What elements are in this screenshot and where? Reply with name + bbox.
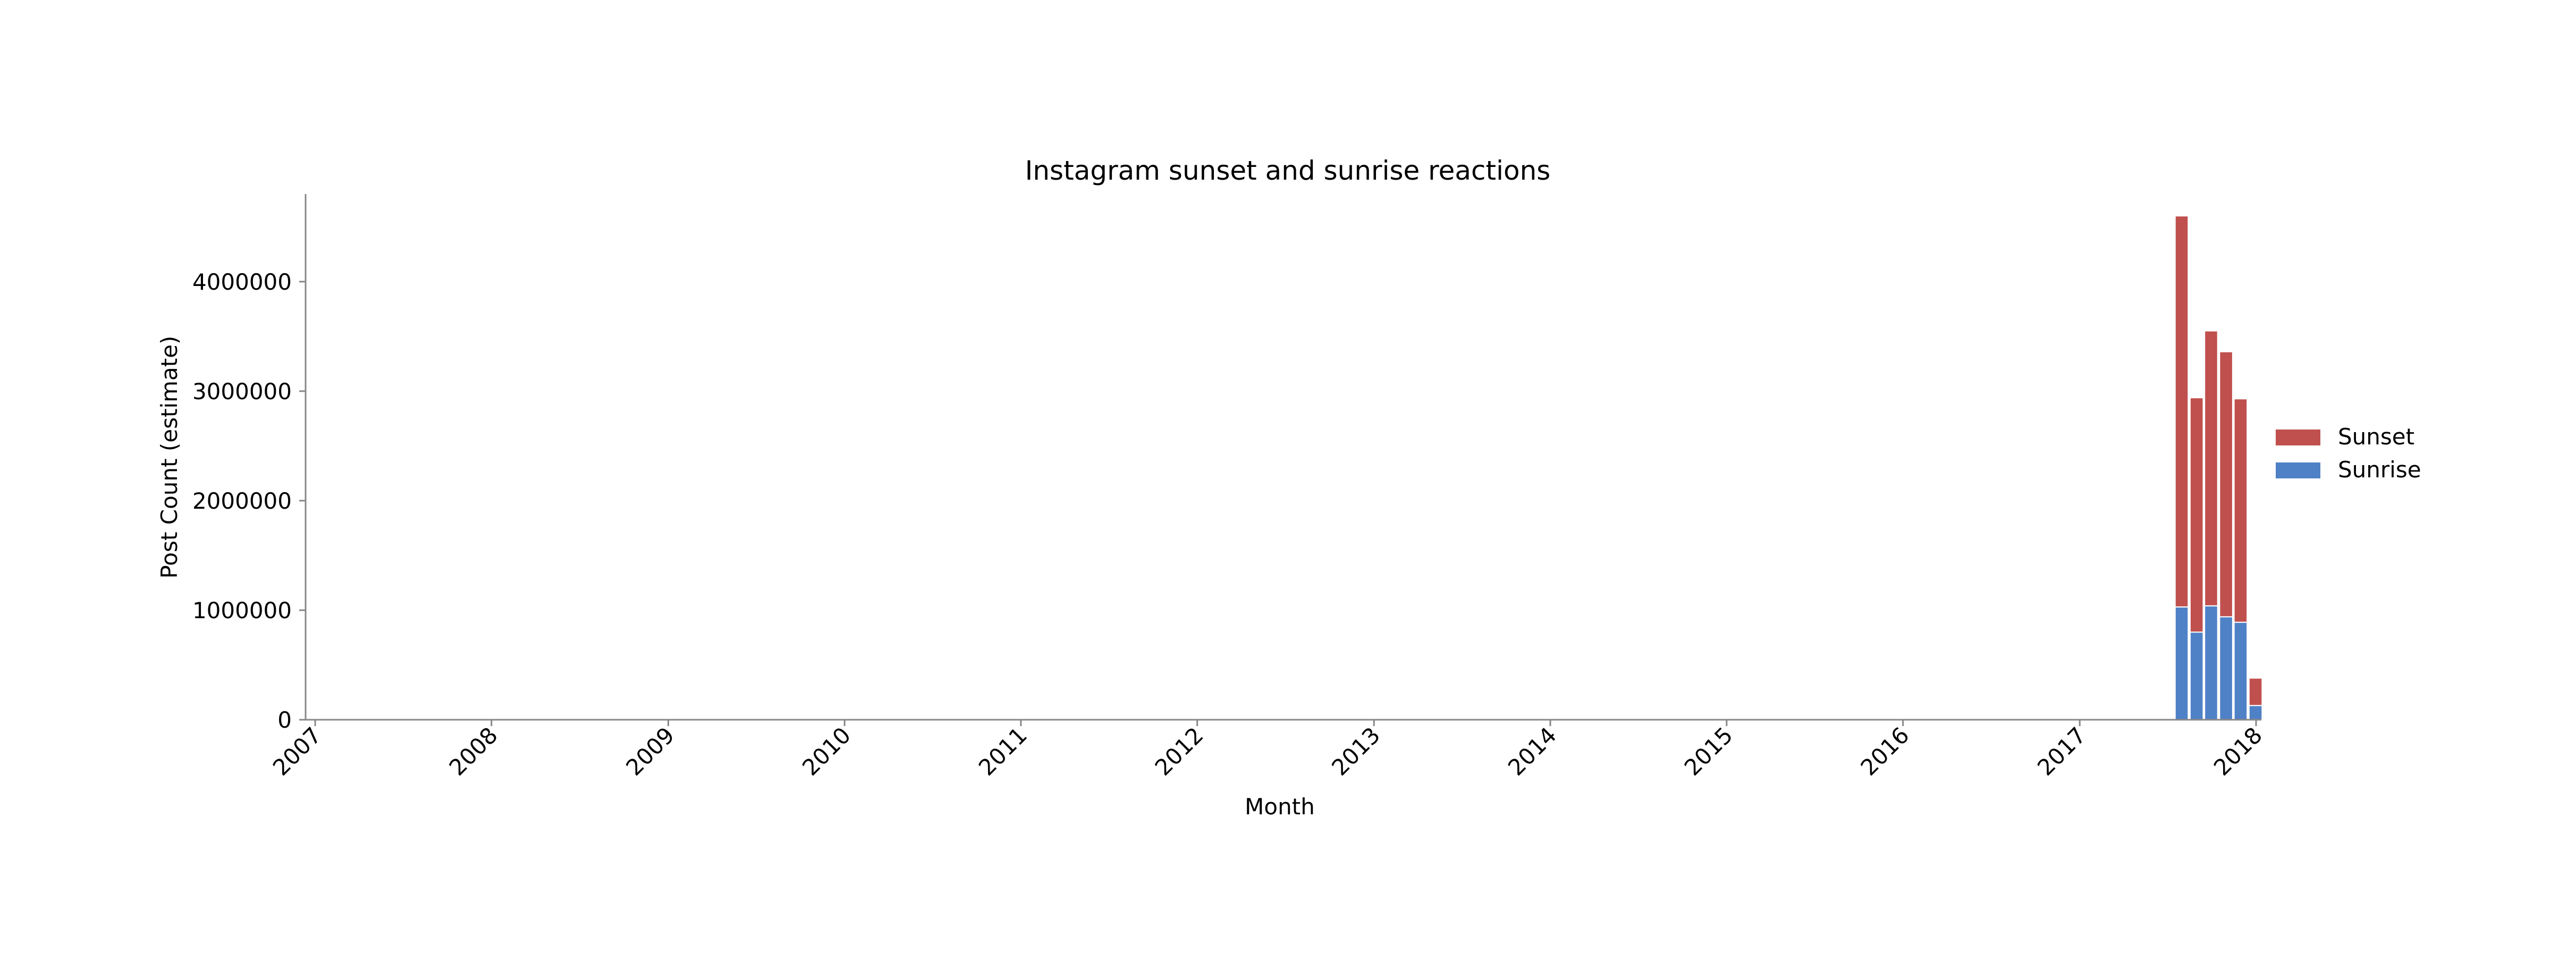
x-tick-label: 2018 [2209, 722, 2267, 780]
legend-swatch-sunset [2276, 429, 2320, 445]
y-tick-label: 1000000 [192, 597, 292, 624]
y-axis-title: Post Count (estimate) [156, 336, 182, 579]
x-axis-title: Month [1245, 794, 1315, 820]
legend-label-sunrise: Sunrise [2338, 457, 2421, 483]
x-tick-label: 2013 [1327, 722, 1385, 780]
x-tick-label: 2010 [797, 722, 856, 780]
bar-sunrise [2189, 631, 2204, 720]
legend: Sunset Sunrise [2276, 424, 2421, 483]
x-tick-label: 2012 [1150, 722, 1209, 780]
bar-sunset [2174, 215, 2189, 608]
bar-sunset [2204, 330, 2218, 607]
legend-swatch-sunrise [2276, 462, 2320, 478]
bar-sunrise [2248, 705, 2263, 721]
y-tick-label: 2000000 [192, 488, 292, 514]
bar-sunset [2189, 397, 2204, 633]
chart-title: Instagram sunset and sunrise reactions [1025, 155, 1551, 186]
bar-sunset [2233, 398, 2248, 623]
bar-sunset [2248, 677, 2263, 706]
y-ticks: 0 1000000 2000000 3000000 4000000 [192, 269, 306, 733]
bar-sunrise [2233, 621, 2248, 721]
bar-sunset [2219, 351, 2233, 618]
x-tick-label: 2015 [1679, 722, 1738, 780]
x-ticks: 2007 2008 2009 2010 2011 2012 2013 2014 2015 2016… [268, 720, 2267, 781]
legend-label-sunset: Sunset [2338, 424, 2414, 450]
bar-sunrise [2204, 605, 2218, 721]
x-tick-label: 2007 [268, 722, 326, 780]
bar-sunrise [2174, 606, 2189, 721]
y-tick-label: 4000000 [192, 269, 292, 295]
x-tick-label: 2014 [1503, 722, 1561, 780]
x-tick-label: 2017 [2032, 722, 2091, 780]
x-tick-label: 2016 [1855, 722, 1914, 780]
y-tick-label: 0 [277, 707, 292, 733]
bars [2174, 215, 2263, 721]
x-tick-label: 2008 [444, 722, 503, 780]
x-tick-label: 2011 [974, 722, 1032, 780]
bar-sunrise [2219, 616, 2233, 720]
y-tick-label: 3000000 [192, 378, 292, 405]
x-tick-label: 2009 [621, 722, 679, 780]
